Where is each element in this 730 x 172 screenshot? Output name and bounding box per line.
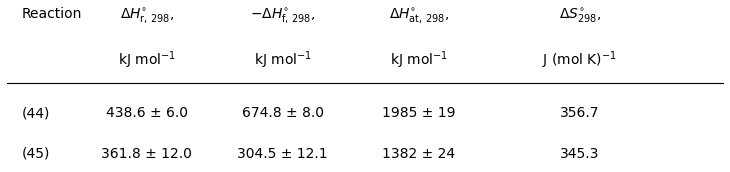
Text: kJ mol$^{-1}$: kJ mol$^{-1}$ bbox=[118, 49, 176, 71]
Text: $\Delta H^{\circ}_{\mathrm{r,\,298}}$,: $\Delta H^{\circ}_{\mathrm{r,\,298}}$, bbox=[120, 7, 174, 26]
Text: (44): (44) bbox=[22, 106, 50, 120]
Text: J (mol K)$^{-1}$: J (mol K)$^{-1}$ bbox=[542, 49, 617, 71]
Text: $\Delta H^{\circ}_{\mathrm{at,\,298}}$,: $\Delta H^{\circ}_{\mathrm{at,\,298}}$, bbox=[388, 7, 449, 26]
Text: 1985 ± 19: 1985 ± 19 bbox=[382, 106, 456, 120]
Text: Reaction: Reaction bbox=[22, 7, 82, 21]
Text: 304.5 ± 12.1: 304.5 ± 12.1 bbox=[237, 147, 328, 161]
Text: 361.8 ± 12.0: 361.8 ± 12.0 bbox=[101, 147, 192, 161]
Text: kJ mol$^{-1}$: kJ mol$^{-1}$ bbox=[390, 49, 447, 71]
Text: 1382 ± 24: 1382 ± 24 bbox=[382, 147, 456, 161]
Text: $-\Delta H^{\circ}_{\mathrm{f,\,298}}$,: $-\Delta H^{\circ}_{\mathrm{f,\,298}}$, bbox=[250, 7, 315, 26]
Text: 356.7: 356.7 bbox=[560, 106, 599, 120]
Text: (45): (45) bbox=[22, 147, 50, 161]
Text: 674.8 ± 8.0: 674.8 ± 8.0 bbox=[242, 106, 323, 120]
Text: kJ mol$^{-1}$: kJ mol$^{-1}$ bbox=[254, 49, 312, 71]
Text: 438.6 ± 6.0: 438.6 ± 6.0 bbox=[106, 106, 188, 120]
Text: $\Delta S^{\circ}_{\mathrm{298}}$,: $\Delta S^{\circ}_{\mathrm{298}}$, bbox=[558, 7, 601, 25]
Text: 345.3: 345.3 bbox=[560, 147, 599, 161]
